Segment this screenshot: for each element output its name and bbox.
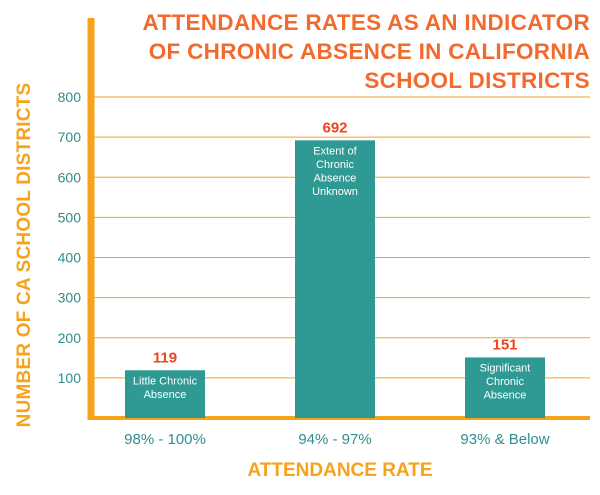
bar-text: Significant <box>480 362 531 374</box>
bar <box>295 140 375 418</box>
bar-text: Absence <box>484 389 527 401</box>
chart-title-line: SCHOOL DISTRICTS <box>364 68 590 93</box>
data-label: 692 <box>322 119 347 136</box>
y-tick-label: 800 <box>58 89 82 105</box>
bar <box>465 357 545 418</box>
bar-text: Chronic <box>486 376 524 388</box>
y-tick-label: 600 <box>58 169 82 185</box>
bar <box>125 370 205 418</box>
chart-title-line: OF CHRONIC ABSENCE IN CALIFORNIA <box>148 39 590 64</box>
bar-text: Extent of <box>313 145 357 157</box>
y-tick-label: 700 <box>58 129 82 145</box>
x-axis-label: ATTENDANCE RATE <box>247 460 433 481</box>
y-tick-label: 200 <box>58 330 82 346</box>
data-label: 151 <box>492 336 517 353</box>
bar-text: Absence <box>144 389 187 401</box>
y-tick-label: 500 <box>58 209 82 225</box>
y-tick-label: 400 <box>58 250 82 266</box>
bar-text: Chronic <box>316 159 354 171</box>
y-tick-label: 100 <box>58 370 82 386</box>
bar-text: Little Chronic <box>133 375 198 387</box>
x-tick-label: 94% - 97% <box>298 431 371 448</box>
x-tick-label: 98% - 100% <box>124 431 206 448</box>
chart-title: ATTENDANCE RATES AS AN INDICATOR OF CHRO… <box>98 8 590 95</box>
chart-title-line: ATTENDANCE RATES AS AN INDICATOR <box>142 10 590 35</box>
y-tick-label: 300 <box>58 290 82 306</box>
data-label: 119 <box>153 349 177 366</box>
x-tick-label: 93% & Below <box>460 431 549 448</box>
bar-text: Unknown <box>312 186 358 198</box>
bar-text: Absence <box>314 172 357 184</box>
